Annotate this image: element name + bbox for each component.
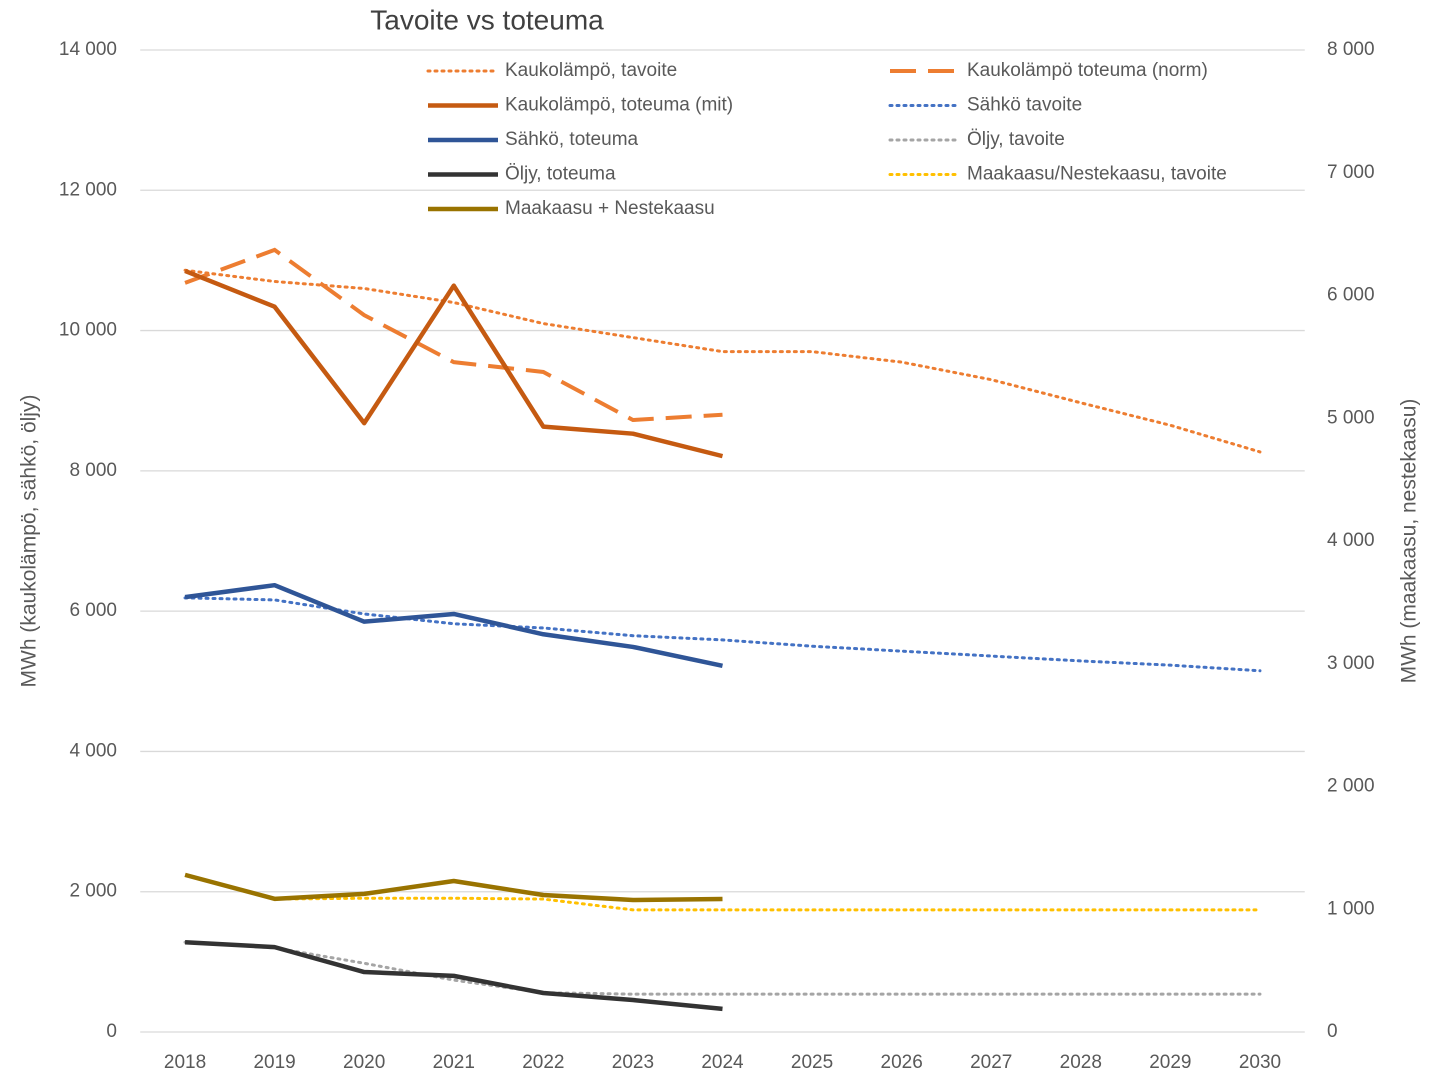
series-line [273,896,1262,912]
x-tick-label: 2021 [433,1052,475,1073]
x-tick-label: 2022 [522,1052,564,1073]
series-line [183,940,1262,996]
series-line [184,939,723,1012]
legend-label: Kaukolämpö, toteuma (mit) [505,95,733,116]
legend-label: Öljy, toteuma [505,164,616,185]
series-line [184,872,723,903]
y2-tick-label: 5 000 [1327,407,1375,428]
y2-tick-label: 0 [1327,1021,1338,1042]
legend-label: Maakaasu + Nestekaasu [505,198,715,219]
y-tick-label: 14 000 [59,39,117,60]
x-tick-label: 2018 [164,1052,206,1073]
x-tick-label: 2024 [701,1052,744,1073]
y2-tick-label: 7 000 [1327,162,1375,183]
legend-label: Öljy, tavoite [967,129,1065,150]
x-tick-label: 2030 [1239,1052,1281,1073]
y2-tick-label: 8 000 [1327,39,1375,60]
y-tick-label: 8 000 [69,460,117,481]
x-tick-label: 2025 [791,1052,833,1073]
series-line [184,247,723,423]
x-tick-label: 2026 [881,1052,923,1073]
y2-axis-label: MWh (maakaasu, nestekaasu) [1398,399,1421,684]
legend-label: Sähkö, toteuma [505,129,639,150]
x-tick-label: 2020 [343,1052,385,1073]
y-tick-label: 10 000 [59,320,117,341]
y2-tick-label: 2 000 [1327,776,1375,797]
series-line [183,596,1262,673]
y-axis-label: MWh (kaukolämpö, sähkö, öljy) [18,395,41,688]
x-tick-label: 2029 [1149,1052,1191,1073]
y2-tick-label: 1 000 [1327,898,1375,919]
series-line [184,582,723,669]
legend-label: Maakaasu/Nestekaasu, tavoite [967,164,1227,185]
y-tick-label: 6 000 [69,600,117,621]
y-tick-label: 4 000 [69,740,117,761]
series-line [184,268,724,459]
y-tick-label: 12 000 [59,179,117,200]
x-tick-label: 2023 [612,1052,654,1073]
y-tick-label: 2 000 [69,881,117,902]
y2-tick-label: 3 000 [1327,653,1375,674]
legend-label: Sähkö tavoite [967,95,1082,116]
series-line [183,268,1262,454]
chart-title: Tavoite vs toteuma [370,4,604,35]
x-tick-label: 2028 [1060,1052,1102,1073]
x-tick-label: 2027 [970,1052,1012,1073]
legend-label: Kaukolämpö, tavoite [505,60,677,81]
x-tick-label: 2019 [253,1052,295,1073]
y2-tick-label: 6 000 [1327,285,1375,306]
y-tick-label: 0 [106,1021,117,1042]
legend-label: Kaukolämpö toteuma (norm) [967,60,1208,81]
y2-tick-label: 4 000 [1327,530,1375,551]
